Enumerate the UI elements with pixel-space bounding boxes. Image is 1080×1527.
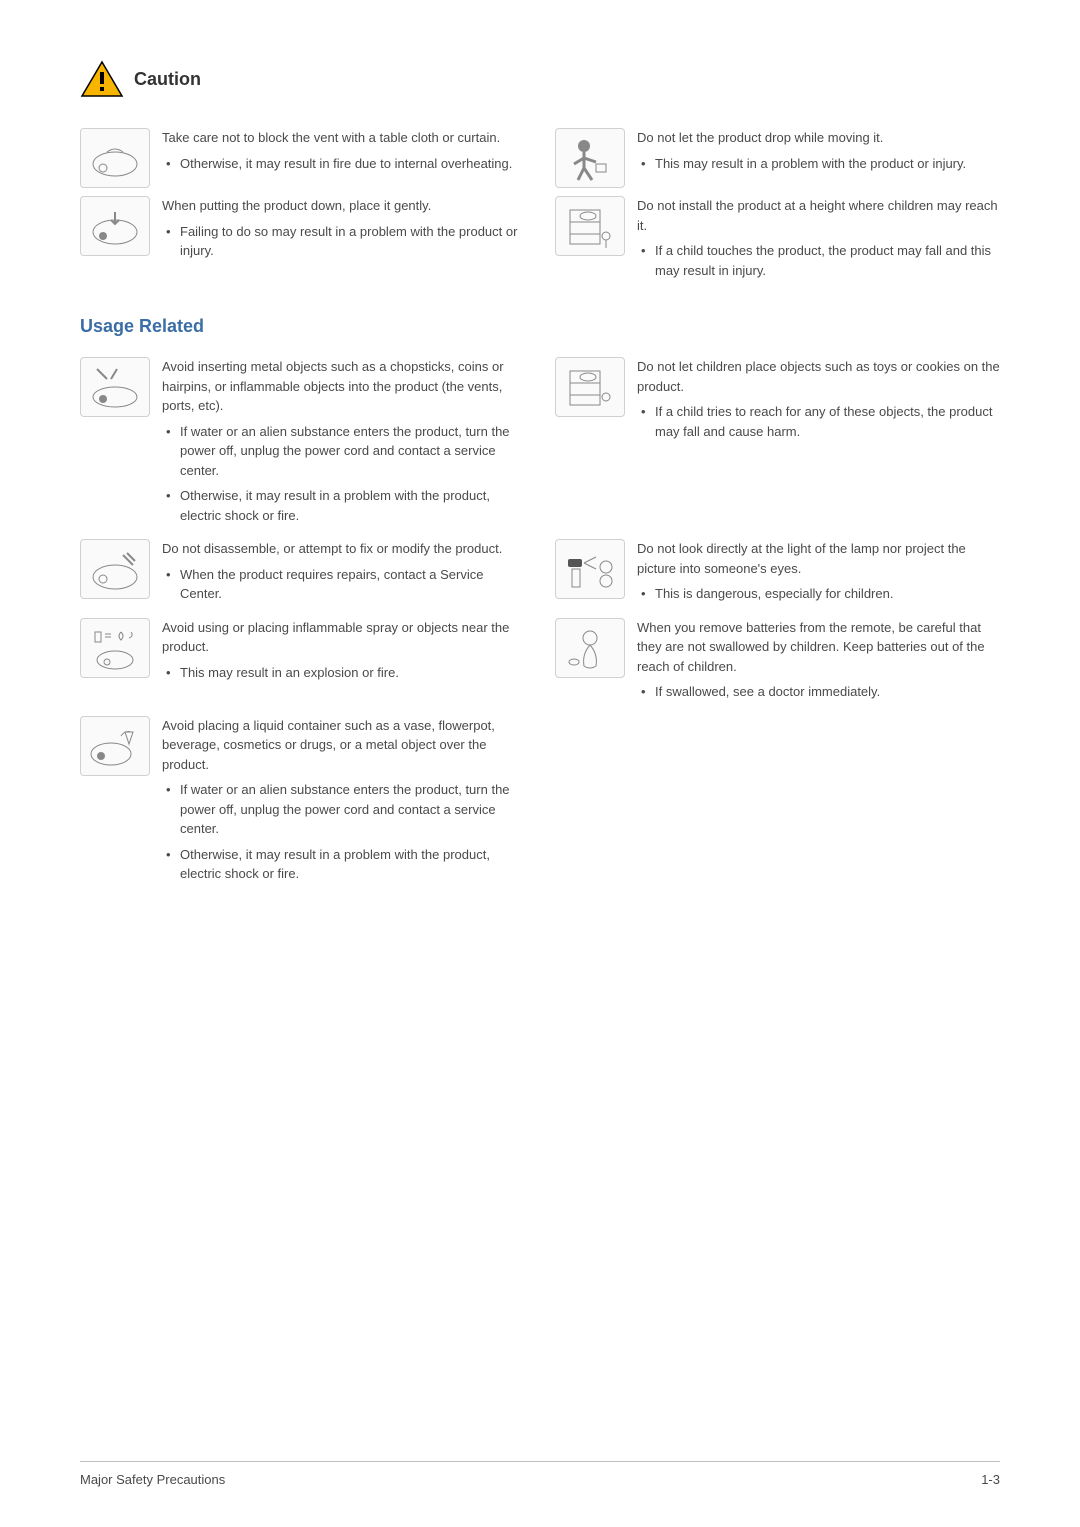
item-bullet: If water or an alien substance enters th…: [162, 422, 525, 481]
item-bullet: This may result in an explosion or fire.: [162, 663, 525, 683]
item-toys: Do not let children place objects such a…: [555, 357, 1000, 531]
item-bullet: If a child touches the product, the prod…: [637, 241, 1000, 280]
shelf-toys-icon: [555, 357, 625, 417]
caution-row: When putting the product down, place it …: [80, 196, 1000, 286]
footer-left: Major Safety Precautions: [80, 1472, 225, 1487]
item-title: Do not let children place objects such a…: [637, 357, 1000, 396]
shelf-child-icon: [555, 196, 625, 256]
liquid-container-icon: [80, 716, 150, 776]
item-text: Take care not to block the vent with a t…: [162, 128, 525, 179]
page-footer: Major Safety Precautions 1-3: [80, 1461, 1000, 1487]
usage-row: Avoid using or placing inflammable spray…: [80, 618, 1000, 708]
item-empty: [555, 716, 1000, 890]
item-liquid: Avoid placing a liquid container such as…: [80, 716, 525, 890]
spray-flammable-icon: [80, 618, 150, 678]
item-text: When you remove batteries from the remot…: [637, 618, 1000, 708]
item-title: Do not look directly at the light of the…: [637, 539, 1000, 578]
usage-row: Do not disassemble, or attempt to fix or…: [80, 539, 1000, 610]
item-title: Do not disassemble, or attempt to fix or…: [162, 539, 525, 559]
item-bullet: This may result in a problem with the pr…: [637, 154, 1000, 174]
item-bullet: If a child tries to reach for any of the…: [637, 402, 1000, 441]
caution-warning-icon: [80, 60, 124, 98]
lamp-eyes-icon: [555, 539, 625, 599]
caution-title: Caution: [134, 69, 201, 90]
item-drop: Do not let the product drop while moving…: [555, 128, 1000, 188]
item-title: Avoid using or placing inflammable spray…: [162, 618, 525, 657]
item-height: Do not install the product at a height w…: [555, 196, 1000, 286]
caution-row: Take care not to block the vent with a t…: [80, 128, 1000, 188]
item-text: Do not look directly at the light of the…: [637, 539, 1000, 610]
item-text: Avoid using or placing inflammable spray…: [162, 618, 525, 689]
item-vent: Take care not to block the vent with a t…: [80, 128, 525, 188]
item-bullet: When the product requires repairs, conta…: [162, 565, 525, 604]
child-battery-icon: [555, 618, 625, 678]
usage-related-heading: Usage Related: [80, 316, 1000, 337]
insert-objects-icon: [80, 357, 150, 417]
item-bullet: Otherwise, it may result in a problem wi…: [162, 486, 525, 525]
item-bullet: This is dangerous, especially for childr…: [637, 584, 1000, 604]
usage-row: Avoid placing a liquid container such as…: [80, 716, 1000, 890]
item-bullet: Otherwise, it may result in a problem wi…: [162, 845, 525, 884]
item-lamp: Do not look directly at the light of the…: [555, 539, 1000, 610]
item-title: Take care not to block the vent with a t…: [162, 128, 525, 148]
item-spray: Avoid using or placing inflammable spray…: [80, 618, 525, 708]
footer-right: 1-3: [981, 1472, 1000, 1487]
item-title: When putting the product down, place it …: [162, 196, 525, 216]
disassemble-icon: [80, 539, 150, 599]
blank-icon: [555, 716, 625, 776]
person-carrying-icon: [555, 128, 625, 188]
item-metal: Avoid inserting metal objects such as a …: [80, 357, 525, 531]
item-text: Do not let children place objects such a…: [637, 357, 1000, 447]
item-title: When you remove batteries from the remot…: [637, 618, 1000, 677]
item-title: Avoid inserting metal objects such as a …: [162, 357, 525, 416]
item-bullet: Otherwise, it may result in fire due to …: [162, 154, 525, 174]
item-batteries: When you remove batteries from the remot…: [555, 618, 1000, 708]
item-title: Do not let the product drop while moving…: [637, 128, 1000, 148]
item-title: Avoid placing a liquid container such as…: [162, 716, 525, 775]
projector-vent-icon: [80, 128, 150, 188]
projector-down-icon: [80, 196, 150, 256]
item-bullet: If swallowed, see a doctor immediately.: [637, 682, 1000, 702]
usage-row: Avoid inserting metal objects such as a …: [80, 357, 1000, 531]
page: Caution Take care not to block the vent …: [0, 0, 1080, 890]
item-text: Do not disassemble, or attempt to fix or…: [162, 539, 525, 610]
item-text: Avoid placing a liquid container such as…: [162, 716, 525, 890]
item-title: Do not install the product at a height w…: [637, 196, 1000, 235]
item-text: Do not install the product at a height w…: [637, 196, 1000, 286]
item-text: Do not let the product drop while moving…: [637, 128, 1000, 179]
item-bullet: If water or an alien substance enters th…: [162, 780, 525, 839]
item-gently: When putting the product down, place it …: [80, 196, 525, 286]
item-disassemble: Do not disassemble, or attempt to fix or…: [80, 539, 525, 610]
item-text: When putting the product down, place it …: [162, 196, 525, 267]
caution-header: Caution: [80, 60, 1000, 98]
item-text: Avoid inserting metal objects such as a …: [162, 357, 525, 531]
item-bullet: Failing to do so may result in a problem…: [162, 222, 525, 261]
